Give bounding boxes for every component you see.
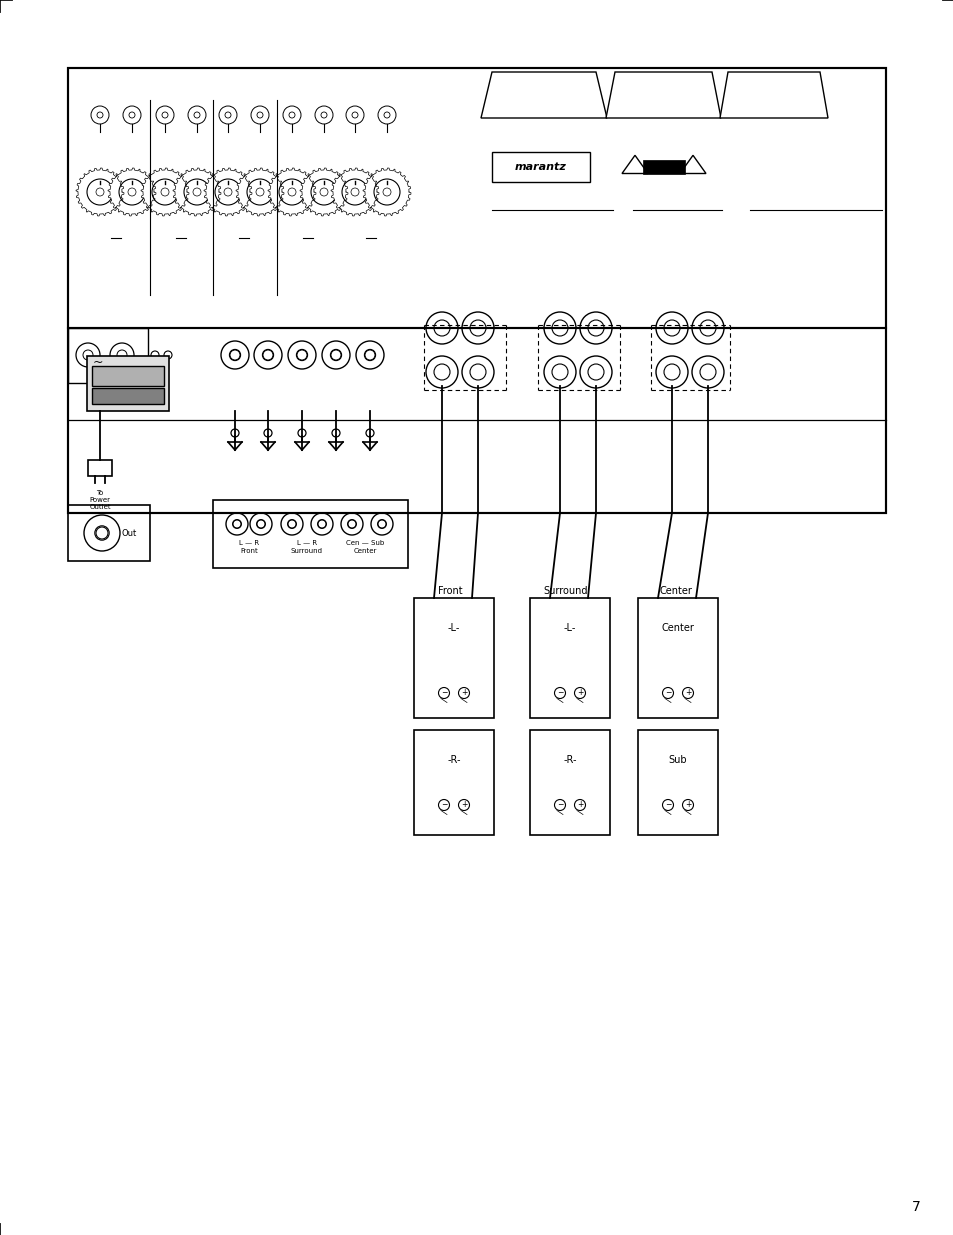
Polygon shape [235,168,284,216]
Text: +: + [684,688,691,698]
Circle shape [96,188,104,196]
Bar [91,366,164,387]
Bar [68,329,885,513]
Text: marantz: marantz [515,162,566,172]
Bar [213,500,408,568]
Text: +: + [577,688,582,698]
Polygon shape [299,168,348,216]
Text: −: − [557,688,562,698]
Bar [68,329,148,383]
Text: Surround: Surround [291,548,323,555]
Bar [87,356,169,411]
Circle shape [382,188,391,196]
Text: Cen — Sub: Cen — Sub [346,540,384,546]
Text: −: − [664,800,671,809]
Polygon shape [76,168,124,216]
Circle shape [128,188,136,196]
Polygon shape [204,168,252,216]
Bar [530,598,609,718]
Text: Center: Center [659,585,692,597]
Text: Sub: Sub [668,755,686,764]
Bar [642,161,684,174]
Text: Front: Front [240,548,257,555]
Polygon shape [605,72,720,119]
Polygon shape [621,156,647,173]
Polygon shape [108,168,156,216]
Text: +: + [460,800,467,809]
Text: +: + [577,800,582,809]
Circle shape [193,188,201,196]
Text: 7: 7 [911,1200,920,1214]
Circle shape [255,188,264,196]
Bar [91,388,164,404]
Polygon shape [268,168,315,216]
Text: L — R: L — R [296,540,316,546]
Polygon shape [363,168,411,216]
Circle shape [161,188,169,196]
Bar [414,598,494,718]
Text: Center: Center [353,548,376,555]
Bar [68,68,885,329]
Text: Out: Out [122,529,137,537]
Polygon shape [141,168,189,216]
Text: −: − [664,688,671,698]
Text: Center: Center [660,622,694,634]
Text: -R-: -R- [447,755,460,764]
Text: −: − [440,688,447,698]
Polygon shape [172,168,221,216]
Bar [414,730,494,835]
Text: +: + [684,800,691,809]
Polygon shape [480,72,606,119]
Bar [88,459,112,475]
Bar [68,68,885,513]
Circle shape [351,188,358,196]
Bar [638,598,718,718]
Bar [638,730,718,835]
Circle shape [319,188,328,196]
Text: -L-: -L- [447,622,459,634]
Circle shape [224,188,232,196]
Text: L — R: L — R [238,540,259,546]
Bar [492,152,589,182]
Text: +: + [460,688,467,698]
Bar [68,505,150,561]
Text: -L-: -L- [563,622,576,634]
Text: −: − [557,800,562,809]
Polygon shape [679,156,705,173]
Text: Surround: Surround [543,585,588,597]
Text: −: − [440,800,447,809]
Text: To
Power
Outlet: To Power Outlet [89,490,111,510]
Circle shape [288,188,295,196]
Polygon shape [720,72,827,119]
Text: ~: ~ [92,356,103,368]
Polygon shape [331,168,378,216]
Text: Front: Front [437,585,462,597]
Bar [530,730,609,835]
Text: -R-: -R- [562,755,577,764]
